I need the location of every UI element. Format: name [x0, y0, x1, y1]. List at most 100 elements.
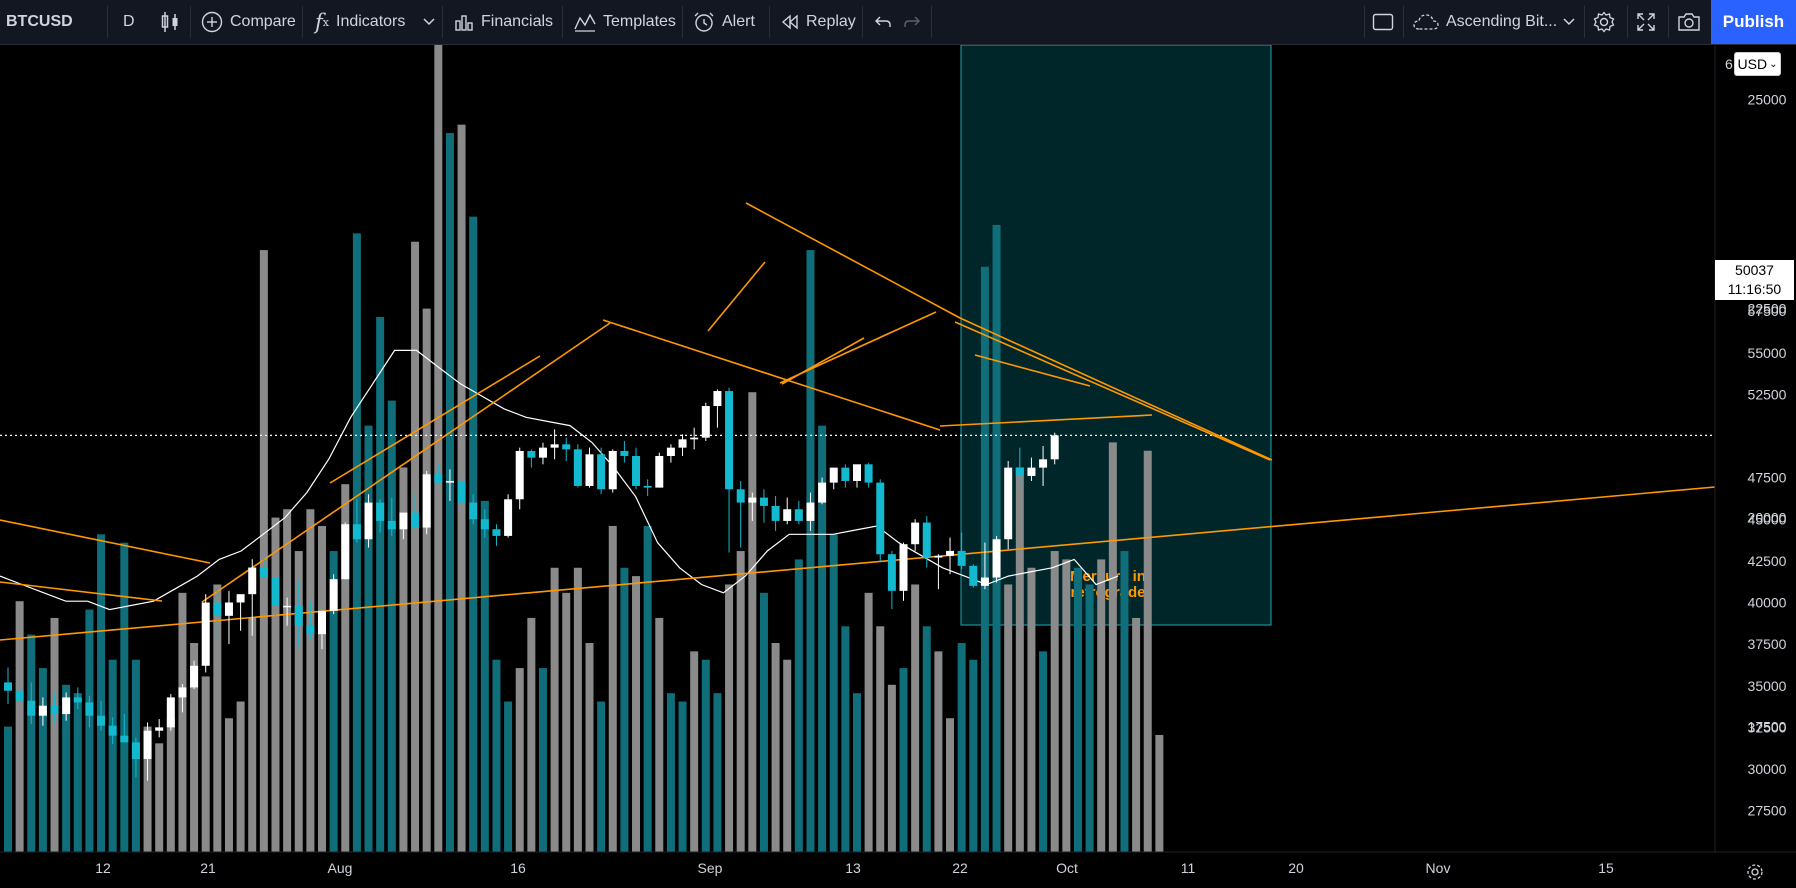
undo-button[interactable]	[874, 0, 892, 44]
layout-dropdown-button[interactable]	[1563, 0, 1575, 44]
candle-body	[573, 449, 582, 486]
price-axis-label: 32500	[1748, 719, 1787, 735]
volume-bar	[85, 609, 94, 852]
layout-menu-button[interactable]: Ascending Bit...	[1413, 0, 1557, 44]
compare-button[interactable]: Compare	[201, 0, 296, 44]
volume-bar	[155, 743, 164, 852]
volume-bar	[969, 659, 978, 852]
volume-bar	[887, 684, 896, 852]
volume-bar	[666, 693, 675, 852]
candle-body	[829, 467, 838, 483]
candle-body	[364, 502, 373, 540]
volume-bar	[876, 626, 885, 852]
financials-button[interactable]: Financials	[454, 0, 553, 44]
candle-body	[887, 554, 896, 591]
gear-icon-ring	[1747, 864, 1763, 880]
snapshot-button[interactable]	[1677, 0, 1701, 44]
chevron-down-icon	[423, 18, 435, 26]
replay-label: Replay	[806, 13, 856, 30]
candle-body	[550, 444, 559, 448]
price-axis-label: 47500	[1748, 470, 1787, 486]
candle-body	[620, 450, 629, 456]
interval-label: D	[123, 13, 135, 30]
trend-line	[329, 355, 541, 484]
settings-button[interactable]	[1593, 0, 1615, 44]
volume-bar	[934, 651, 943, 852]
toolbar-divider	[682, 6, 683, 38]
interval-button[interactable]: D	[123, 0, 135, 44]
toolbar-divider	[1403, 6, 1404, 38]
candle-body	[934, 555, 943, 558]
volume-bar	[27, 634, 36, 852]
time-axis-label: 12	[95, 860, 111, 876]
symbol-label: BTCUSD	[6, 13, 73, 30]
volume-bar	[62, 684, 71, 852]
volume-bar	[655, 617, 664, 852]
trend-line	[707, 261, 766, 332]
candle-body	[283, 605, 292, 608]
candle-body	[585, 454, 594, 486]
last-price-value: 50037	[1735, 262, 1774, 278]
publish-button[interactable]: Publish	[1711, 0, 1796, 44]
candle-body	[841, 467, 850, 481]
alert-button[interactable]: Alert	[693, 0, 755, 44]
undo-icon	[874, 14, 892, 30]
candle-body	[957, 550, 966, 566]
currency-selector[interactable]: USD ⌄	[1734, 52, 1781, 76]
volume-bar	[248, 617, 257, 852]
candle-body	[236, 594, 245, 603]
volume-bar	[678, 701, 687, 852]
candle-body	[783, 509, 792, 521]
trend-line	[974, 354, 1091, 387]
chart-style-button[interactable]	[160, 0, 187, 44]
volume-bar	[1062, 559, 1071, 852]
bar-countdown: 11:16:50	[1727, 281, 1782, 297]
trend-line	[745, 202, 961, 319]
volume-bar	[632, 576, 641, 852]
volume-bar	[364, 425, 373, 852]
candle-body	[155, 727, 164, 731]
fullscreen-toggle-button[interactable]	[1372, 0, 1394, 44]
volume-bar	[643, 525, 652, 852]
volume-bar	[818, 425, 827, 852]
candle-body	[62, 697, 71, 715]
candle-body	[806, 502, 815, 521]
templates-button[interactable]: Templates	[574, 0, 676, 44]
candle-body	[27, 700, 36, 716]
candle-body	[515, 450, 524, 500]
fullscreen-button[interactable]	[1636, 0, 1656, 44]
candle-body	[259, 567, 268, 578]
volume-bar	[1143, 450, 1152, 852]
toolbar-divider	[1584, 6, 1585, 38]
volume-bar	[50, 617, 59, 852]
candle-body	[387, 520, 396, 530]
candle-body	[411, 512, 420, 528]
gear-icon[interactable]	[1747, 864, 1763, 880]
volume-bar	[1097, 559, 1106, 852]
candle-body	[329, 579, 338, 611]
toolbar-divider	[562, 6, 563, 38]
volume-bar	[748, 392, 757, 852]
candle-body	[73, 697, 82, 703]
symbol-search-button[interactable]: BTCUSD	[6, 0, 73, 44]
volume-bar	[492, 659, 501, 852]
publish-label: Publish	[1722, 12, 1785, 31]
toolbar-divider	[931, 6, 932, 38]
volume-bar	[213, 584, 222, 852]
time-axis-label: 22	[952, 860, 968, 876]
volume-bar	[120, 542, 129, 852]
trend-line	[0, 486, 1716, 641]
volume-bar	[713, 693, 722, 852]
redo-button[interactable]	[903, 0, 921, 44]
volume-bar	[538, 668, 547, 852]
replay-button[interactable]: Replay	[781, 0, 856, 44]
toolbar-divider	[302, 6, 303, 38]
volume-bar	[806, 250, 815, 852]
indicators-dropdown-button[interactable]	[423, 0, 435, 44]
candle-body	[771, 505, 780, 521]
chevron-down-icon: ⌄	[1769, 58, 1778, 70]
volume-bar	[1050, 551, 1059, 852]
price-axis-label: 45000	[1748, 511, 1787, 527]
